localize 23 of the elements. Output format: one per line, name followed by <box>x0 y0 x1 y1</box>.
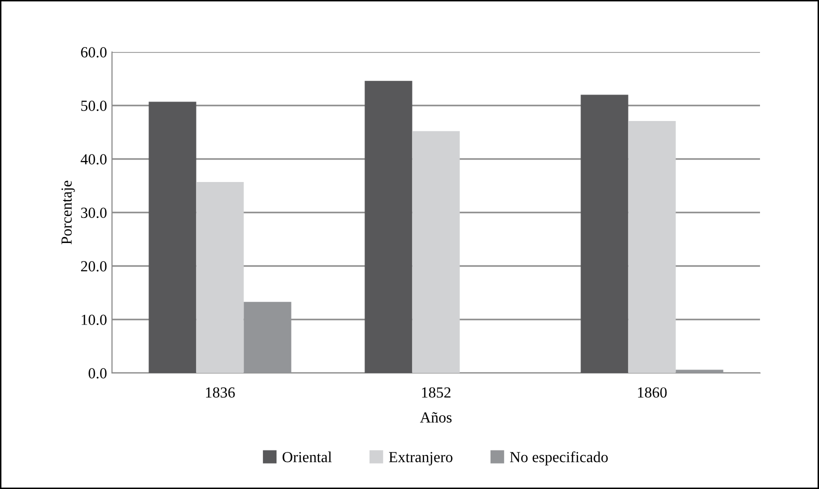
y-tick-label: 10.0 <box>82 314 107 326</box>
bar <box>676 370 724 373</box>
y-tick-label: 20.0 <box>81 261 107 272</box>
bar <box>196 182 244 373</box>
y-tick-label: 40.0 <box>80 154 107 165</box>
bar <box>580 94 628 373</box>
x-axis-title: Años <box>420 412 452 423</box>
x-tick-label: 1860 <box>638 387 667 398</box>
bar <box>364 80 412 373</box>
bar <box>244 302 292 373</box>
y-tick-label: 0.0 <box>88 368 107 379</box>
legend-label: Oriental <box>282 452 332 462</box>
bar <box>412 131 460 373</box>
x-tick-label: 1836 <box>206 387 235 398</box>
bar <box>628 121 676 373</box>
bar <box>148 102 196 373</box>
y-tick-label: 50.0 <box>81 100 107 112</box>
legend-label: Extranjero <box>388 452 452 466</box>
y-tick-label: 60.0 <box>81 47 107 58</box>
legend-label: No especificado <box>510 451 608 466</box>
y-tick-label: 30.0 <box>81 208 107 218</box>
y-axis-title: Porcentaje <box>61 180 75 244</box>
x-tick-label: 1852 <box>422 387 450 398</box>
